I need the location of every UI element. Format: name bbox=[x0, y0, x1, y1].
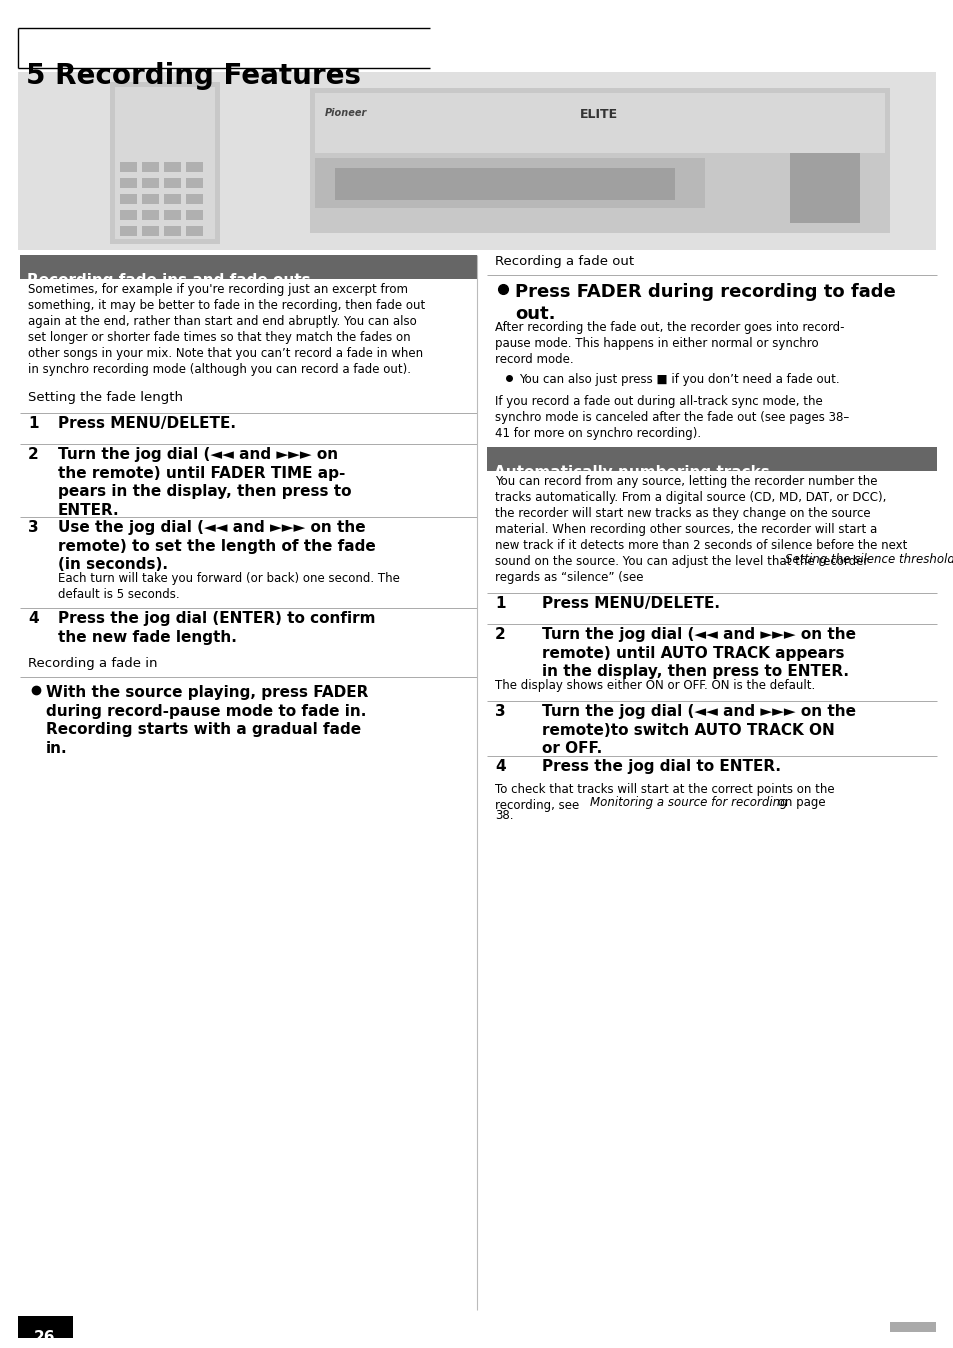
Bar bbox=[486, 448, 936, 470]
Bar bbox=[186, 226, 203, 236]
Text: on page: on page bbox=[773, 797, 824, 809]
Text: Recording a fade out: Recording a fade out bbox=[495, 255, 634, 268]
Text: 4: 4 bbox=[495, 759, 505, 774]
Text: Press MENU/DELETE.: Press MENU/DELETE. bbox=[58, 417, 235, 431]
Text: Turn the jog dial (◄◄ and ►►► on the
remote)to switch AUTO TRACK ON
or OFF.: Turn the jog dial (◄◄ and ►►► on the rem… bbox=[541, 704, 855, 756]
Text: Setting the fade length: Setting the fade length bbox=[28, 391, 183, 404]
Bar bbox=[120, 210, 137, 220]
Bar bbox=[164, 162, 181, 173]
Bar bbox=[142, 194, 159, 204]
Text: 3: 3 bbox=[28, 520, 38, 535]
Text: 26: 26 bbox=[34, 1330, 55, 1345]
Bar bbox=[18, 71, 935, 249]
Bar bbox=[110, 82, 220, 244]
Bar bbox=[314, 93, 884, 154]
Bar bbox=[164, 178, 181, 187]
Text: With the source playing, press FADER
during record-pause mode to fade in.
Record: With the source playing, press FADER dur… bbox=[46, 685, 368, 756]
Text: Recording fade ins and fade outs: Recording fade ins and fade outs bbox=[27, 274, 311, 288]
Text: Monitoring a source for recording: Monitoring a source for recording bbox=[589, 797, 787, 809]
Text: Pioneer: Pioneer bbox=[325, 108, 367, 119]
Text: Turn the jog dial (◄◄ and ►►► on the
remote) until AUTO TRACK appears
in the dis: Turn the jog dial (◄◄ and ►►► on the rem… bbox=[541, 627, 855, 679]
Text: Sometimes, for example if you're recording just an excerpt from
something, it ma: Sometimes, for example if you're recordi… bbox=[28, 283, 425, 376]
Text: 2: 2 bbox=[28, 448, 39, 462]
Text: To check that tracks will start at the correct points on the
recording, see: To check that tracks will start at the c… bbox=[495, 783, 834, 811]
Bar bbox=[889, 1322, 935, 1332]
Bar bbox=[186, 194, 203, 204]
Text: below).: below). bbox=[952, 553, 953, 566]
Bar bbox=[115, 88, 214, 239]
Bar bbox=[142, 210, 159, 220]
Bar bbox=[164, 194, 181, 204]
Bar bbox=[164, 226, 181, 236]
Bar bbox=[314, 158, 704, 208]
Text: Use the jog dial (◄◄ and ►►► on the
remote) to set the length of the fade
(in se: Use the jog dial (◄◄ and ►►► on the remo… bbox=[58, 520, 375, 572]
Text: ELITE: ELITE bbox=[579, 108, 618, 121]
Bar bbox=[186, 162, 203, 173]
Text: Recording a fade in: Recording a fade in bbox=[28, 656, 157, 670]
Text: Turn the jog dial (◄◄ and ►►► on
the remote) until FADER TIME ap-
pears in the d: Turn the jog dial (◄◄ and ►►► on the rem… bbox=[58, 448, 351, 518]
Text: If you record a fade out during all-track sync mode, the
synchro mode is cancele: If you record a fade out during all-trac… bbox=[495, 395, 848, 439]
Bar bbox=[789, 154, 859, 222]
Bar bbox=[120, 194, 137, 204]
Bar bbox=[164, 210, 181, 220]
Text: After recording the fade out, the recorder goes into record-
pause mode. This ha: After recording the fade out, the record… bbox=[495, 321, 843, 367]
Bar bbox=[142, 178, 159, 187]
Text: Setting the silence threshold: Setting the silence threshold bbox=[784, 553, 953, 566]
Text: 1: 1 bbox=[495, 596, 505, 611]
Text: 2: 2 bbox=[495, 627, 505, 642]
Bar bbox=[310, 88, 889, 233]
Text: 5 Recording Features: 5 Recording Features bbox=[26, 62, 360, 90]
Bar bbox=[18, 1316, 73, 1339]
Text: Press the jog dial (ENTER) to confirm
the new fade length.: Press the jog dial (ENTER) to confirm th… bbox=[58, 611, 375, 644]
Bar bbox=[186, 178, 203, 187]
Text: Each turn will take you forward (or back) one second. The
default is 5 seconds.: Each turn will take you forward (or back… bbox=[58, 572, 399, 601]
Text: Press the jog dial to ENTER.: Press the jog dial to ENTER. bbox=[541, 759, 781, 774]
Text: You can also just press ■ if you don’t need a fade out.: You can also just press ■ if you don’t n… bbox=[518, 373, 839, 386]
Text: You can record from any source, letting the recorder number the
tracks automatic: You can record from any source, letting … bbox=[495, 474, 906, 584]
Bar bbox=[20, 255, 476, 279]
Bar bbox=[142, 226, 159, 236]
Text: 1: 1 bbox=[28, 417, 38, 431]
Text: Automatically numbering tracks: Automatically numbering tracks bbox=[494, 465, 769, 480]
Bar bbox=[335, 168, 675, 200]
Bar bbox=[186, 210, 203, 220]
Bar bbox=[142, 162, 159, 173]
Bar bbox=[120, 178, 137, 187]
Text: 3: 3 bbox=[495, 704, 505, 718]
Text: 38.: 38. bbox=[495, 809, 513, 822]
Bar bbox=[120, 162, 137, 173]
Text: The display shows either ON or OFF. ON is the default.: The display shows either ON or OFF. ON i… bbox=[495, 679, 815, 692]
Text: 4: 4 bbox=[28, 611, 38, 625]
Bar bbox=[120, 226, 137, 236]
Text: Press FADER during recording to fade
out.: Press FADER during recording to fade out… bbox=[515, 283, 895, 324]
Text: Press MENU/DELETE.: Press MENU/DELETE. bbox=[541, 596, 720, 611]
